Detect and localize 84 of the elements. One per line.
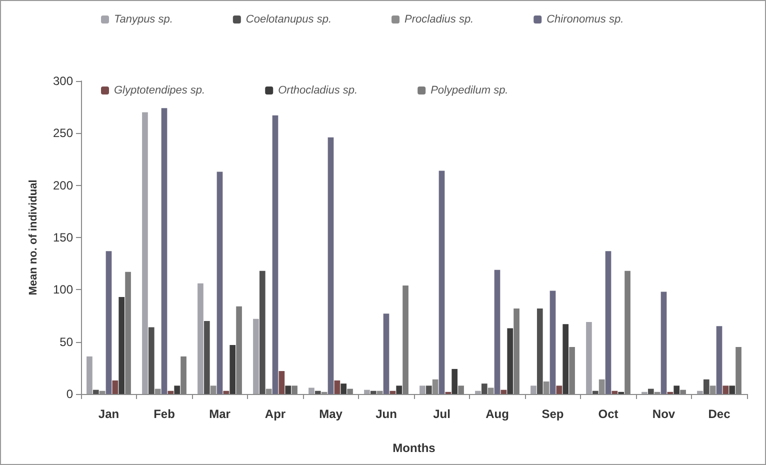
bar — [586, 322, 592, 394]
bar — [494, 270, 500, 394]
bar — [334, 380, 340, 394]
bar — [174, 386, 180, 394]
bar — [475, 390, 481, 394]
bar — [118, 296, 125, 394]
bar — [383, 314, 390, 394]
bar — [605, 251, 612, 394]
x-tick-label: Jan — [98, 407, 120, 421]
x-tick-label: Oct — [598, 407, 618, 421]
x-tick-label: Jul — [433, 407, 450, 421]
bar — [426, 386, 432, 394]
x-tick-label: May — [319, 407, 343, 421]
bar — [161, 108, 168, 394]
bar — [420, 386, 426, 394]
y-tick-label: 0 — [66, 387, 74, 401]
legend-label: Chironomus sp. — [546, 14, 624, 26]
legend-label: Orthocladius sp. — [278, 84, 358, 96]
x-tick-label: Feb — [154, 407, 175, 421]
bar — [92, 390, 99, 394]
bar — [216, 172, 223, 394]
bar — [223, 390, 230, 394]
x-tick-label: Jun — [376, 407, 397, 421]
x-tick-label: Apr — [264, 407, 286, 421]
y-tick-label: 100 — [52, 282, 74, 297]
bar — [370, 390, 376, 394]
bar — [530, 386, 536, 394]
legend-label: Glyptotendipes sp. — [114, 84, 206, 96]
bar — [364, 390, 370, 394]
bar — [722, 386, 729, 394]
bar — [148, 327, 154, 394]
legend-label: Coelotanupus sp. — [246, 14, 332, 26]
x-tick-label: Nov — [652, 407, 676, 421]
x-tick-label: Sep — [542, 407, 564, 421]
y-tick-label: 300 — [52, 74, 74, 88]
y-tick-label: 250 — [52, 126, 74, 140]
legend-label: Polypedilum sp. — [430, 84, 508, 96]
bar — [259, 270, 266, 394]
bar — [592, 390, 598, 394]
bar — [390, 390, 396, 394]
bar — [112, 380, 118, 394]
bar — [272, 115, 278, 394]
y-tick-label: 150 — [52, 230, 74, 244]
y-tick-label: 50 — [60, 334, 74, 349]
legend-label: Procladius sp. — [404, 14, 474, 26]
bar — [660, 292, 667, 394]
bar — [253, 318, 259, 394]
bar — [204, 320, 210, 394]
bar — [729, 386, 736, 394]
bar — [142, 112, 148, 394]
bar — [507, 328, 514, 394]
bar — [86, 356, 92, 394]
bar — [674, 386, 680, 394]
y-axis-title: Mean no. of individual — [28, 180, 40, 296]
bar — [452, 368, 458, 394]
bar — [340, 384, 347, 394]
bar — [481, 384, 488, 394]
bar — [230, 344, 236, 394]
legend-label: Tanypus sp. — [114, 14, 173, 26]
bar — [106, 251, 112, 394]
bar — [438, 170, 445, 394]
bar — [278, 371, 285, 394]
bar — [550, 290, 556, 394]
bar — [703, 379, 710, 394]
bar — [556, 386, 562, 394]
bar — [285, 386, 292, 394]
bar — [562, 324, 569, 394]
bar — [536, 308, 543, 394]
bar — [168, 390, 174, 394]
bar — [716, 326, 722, 394]
bar — [648, 388, 654, 394]
x-axis-title: Months — [392, 441, 436, 455]
bar — [328, 137, 334, 394]
bar — [612, 390, 618, 394]
x-tick-label: Aug — [486, 407, 509, 421]
bar — [198, 283, 204, 394]
y-tick-label: 200 — [52, 178, 74, 192]
bar — [314, 390, 321, 394]
bar — [308, 388, 314, 394]
bar — [500, 390, 507, 394]
x-tick-label: Mar — [209, 407, 231, 421]
x-tick-label: Dec — [708, 407, 731, 421]
bar — [697, 390, 703, 394]
bar — [396, 386, 402, 394]
